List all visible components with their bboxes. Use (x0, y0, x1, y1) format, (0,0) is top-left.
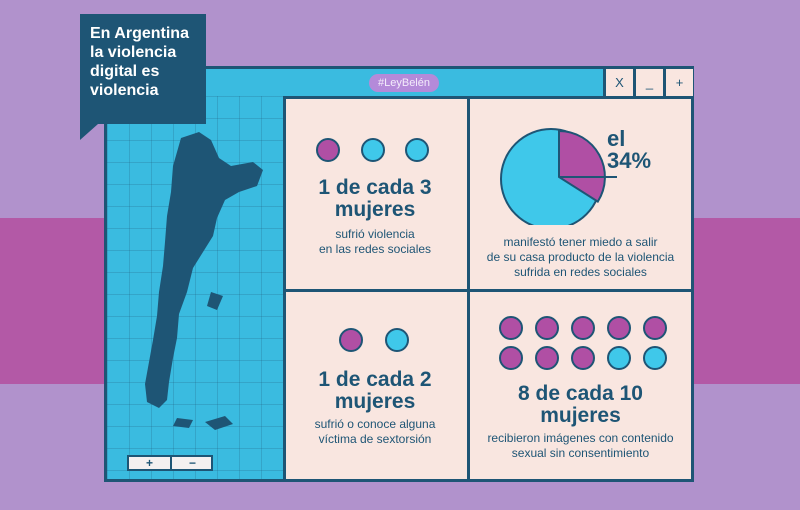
headline-line2: la violencia (90, 44, 177, 61)
zoom-divider (170, 457, 172, 469)
stat2-desc-line3: sufrida en redes sociales (514, 265, 647, 279)
person-dot (643, 316, 667, 340)
stat4-title-line1: 8 de cada 10 (518, 382, 643, 405)
close-button[interactable]: X (603, 69, 633, 96)
person-dot (499, 316, 523, 340)
callout-tail (80, 124, 98, 140)
stat1-title-line2: mujeres (334, 198, 416, 221)
person-dot (643, 346, 667, 370)
headline-line3: digital es (90, 63, 160, 80)
stat4-title-line2: mujeres (540, 404, 621, 427)
person-dot (571, 316, 595, 340)
stat4-desc-line1: recibieron imágenes con contenido (487, 431, 674, 445)
stat3-title-line2: mujeres (334, 390, 416, 413)
person-dot (339, 328, 363, 352)
person-dot (535, 346, 559, 370)
person-dot (571, 346, 595, 370)
stat3-desc-line1: sufrió o conoce alguna (314, 417, 436, 431)
zoom-in-button[interactable]: + (145, 456, 153, 470)
argentina-map-icon (145, 132, 263, 430)
person-dot (499, 346, 523, 370)
stat1-title-line1: 1 de cada 3 (318, 176, 432, 199)
stat2-desc-line2: de su casa producto de la violencia (486, 250, 675, 264)
maximize-button[interactable]: + (663, 69, 693, 96)
pie-slice-34 (558, 129, 606, 203)
minimize-button[interactable]: _ (633, 69, 663, 96)
person-dot (385, 328, 409, 352)
headline-line1: En Argentina (90, 25, 189, 42)
stat2-pie-chart (500, 128, 617, 225)
browser-window: #LeyBelén X _ + + − 1 de cada 3 mujeres … (104, 66, 694, 482)
stat2-pct-line1: el (607, 126, 626, 151)
zoom-out-button[interactable]: − (188, 456, 196, 470)
stat2-desc-line1: manifestó tener miedo a salir (503, 235, 658, 249)
person-dot (405, 138, 429, 162)
person-dot (607, 346, 631, 370)
hashtag-pill: #LeyBelén (369, 74, 439, 92)
stat1-desc-line1: sufrió violencia (335, 227, 415, 241)
stat3-title-line1: 1 de cada 2 (318, 368, 432, 391)
person-dot (316, 138, 340, 162)
person-dot (535, 316, 559, 340)
stat3-desc-line2: víctima de sextorsión (318, 432, 432, 446)
stat1-desc-line2: en las redes sociales (318, 242, 432, 256)
headline-callout: En Argentina la violencia digital es vio… (80, 14, 206, 124)
map-pane: + − (107, 96, 286, 479)
horizontal-divider (283, 289, 691, 292)
stat2-pct-line2: 34% (607, 148, 652, 173)
headline-line4: violencia (90, 82, 159, 99)
stat4-desc-line2: sexual sin consentimiento (511, 446, 650, 460)
person-dot (361, 138, 385, 162)
person-dot (607, 316, 631, 340)
map-zoom-control: + − (127, 455, 213, 471)
